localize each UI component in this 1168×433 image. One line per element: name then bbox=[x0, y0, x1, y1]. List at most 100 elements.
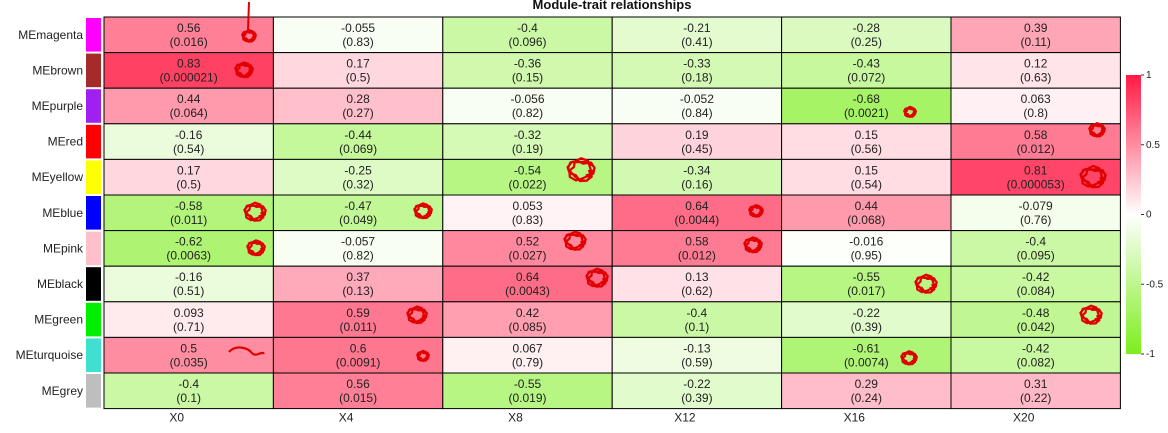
module-color-swatch bbox=[86, 267, 101, 301]
red-scribble-mark bbox=[413, 202, 433, 220]
cell-correlation-label: 0.31 bbox=[1024, 377, 1048, 391]
cell-correlation-label: -0.4 bbox=[517, 21, 538, 35]
cell-correlation-label: -0.22 bbox=[853, 306, 881, 320]
cell-pvalue-label: (0.072) bbox=[847, 71, 885, 85]
heatmap-cell bbox=[781, 265, 952, 303]
heatmap-cell bbox=[950, 230, 1121, 267]
red-scribble-mark bbox=[406, 305, 428, 325]
cell-correlation-label: 0.13 bbox=[685, 270, 709, 284]
cell-correlation-label: -0.43 bbox=[853, 57, 881, 71]
cell-correlation-label: 0.39 bbox=[1024, 21, 1048, 35]
heatmap-cell bbox=[103, 336, 274, 374]
cell-correlation-label: 0.64 bbox=[685, 199, 709, 213]
cell-correlation-label: 0.28 bbox=[346, 92, 370, 106]
heatmap-cell bbox=[781, 336, 952, 374]
cell-correlation-label: 0.5 bbox=[180, 341, 197, 355]
heatmap-cell bbox=[272, 16, 444, 54]
cell-correlation-label: 0.053 bbox=[512, 199, 542, 213]
red-scribble-mark bbox=[563, 230, 587, 251]
heatmap-cell bbox=[272, 87, 444, 125]
red-scribble-mark bbox=[914, 273, 938, 294]
red-pen-stroke bbox=[247, 1, 250, 31]
red-scribble-mark bbox=[903, 105, 917, 118]
heatmap-cell bbox=[950, 265, 1121, 303]
cell-pvalue-label: (0.068) bbox=[847, 213, 885, 227]
red-pen-stroke bbox=[228, 346, 265, 356]
row-label: MEblack bbox=[37, 277, 84, 291]
heatmap-cell bbox=[272, 52, 444, 89]
cell-pvalue-label: (0.39) bbox=[851, 320, 882, 334]
row-label: MEmagenta bbox=[18, 28, 83, 42]
cell-pvalue-label: (0.8) bbox=[1023, 106, 1048, 120]
red-scribble-mark bbox=[1088, 122, 1106, 138]
cell-correlation-label: 0.067 bbox=[512, 341, 542, 355]
module-color-swatch bbox=[86, 196, 101, 230]
cell-correlation-label: -0.61 bbox=[853, 341, 881, 355]
red-scribble-mark bbox=[1079, 164, 1107, 189]
column-label: X0 bbox=[169, 411, 184, 425]
cell-correlation-label: -0.42 bbox=[1022, 270, 1050, 284]
red-scribble-mark bbox=[234, 61, 254, 79]
cell-correlation-label: -0.58 bbox=[175, 199, 203, 213]
red-scribble-mark bbox=[241, 29, 257, 43]
cell-pvalue-label: (0.095) bbox=[1017, 249, 1055, 263]
cell-pvalue-label: (0.019) bbox=[508, 391, 546, 405]
cell-pvalue-label: (0.15) bbox=[512, 71, 543, 85]
heatmap-cell bbox=[103, 230, 274, 267]
heatmap-cell bbox=[442, 16, 613, 54]
cell-correlation-label: -0.016 bbox=[849, 235, 883, 249]
cell-correlation-label: 0.15 bbox=[855, 128, 879, 142]
cell-correlation-label: -0.36 bbox=[514, 57, 542, 71]
module-color-swatch bbox=[86, 18, 101, 52]
heatmap-cell bbox=[950, 194, 1121, 232]
column-label: X16 bbox=[844, 411, 866, 425]
legend-tick-label: 0.5 bbox=[1146, 140, 1160, 151]
cell-pvalue-label: (0.59) bbox=[681, 355, 712, 369]
legend-color-bar bbox=[1126, 75, 1141, 354]
cell-correlation-label: -0.079 bbox=[1019, 199, 1053, 213]
cell-correlation-label: -0.42 bbox=[1022, 341, 1050, 355]
cell-pvalue-label: (0.1) bbox=[176, 391, 201, 405]
cell-pvalue-label: (0.011) bbox=[170, 213, 207, 227]
cell-correlation-label: -0.47 bbox=[344, 199, 372, 213]
cell-pvalue-label: (0.41) bbox=[681, 35, 712, 49]
heatmap-cell bbox=[611, 372, 783, 410]
row-label: MEblue bbox=[42, 206, 83, 220]
red-scribble-mark bbox=[585, 267, 609, 288]
row-labels: MEmagenta MEbrown MEpurple MEred MEyellow MEb… bbox=[16, 28, 84, 398]
cell-pvalue-label: (0.0063) bbox=[166, 249, 211, 263]
heatmap-cell bbox=[611, 87, 783, 125]
heatmap-cell bbox=[950, 123, 1121, 160]
heatmap-cell bbox=[950, 372, 1121, 410]
cell-correlation-label: 0.44 bbox=[177, 92, 201, 106]
module-color-swatch bbox=[86, 53, 101, 88]
module-color-swatch bbox=[86, 231, 101, 266]
heatmap-cell bbox=[103, 301, 274, 338]
cell-correlation-label: 0.093 bbox=[174, 306, 204, 320]
cell-pvalue-label: (0.84) bbox=[681, 106, 712, 120]
legend-tick-label: -1 bbox=[1146, 349, 1155, 360]
cell-correlation-label: 0.44 bbox=[855, 199, 879, 213]
cell-correlation-label: 0.52 bbox=[516, 235, 540, 249]
cell-correlation-label: 0.29 bbox=[855, 377, 879, 391]
module-color-swatch bbox=[86, 160, 101, 194]
heatmap-cell bbox=[950, 87, 1121, 125]
row-label: MEbrown bbox=[32, 63, 83, 77]
heatmap-cell bbox=[781, 87, 952, 125]
red-scribble-mark bbox=[566, 157, 596, 183]
cell-pvalue-label: (0.1) bbox=[685, 320, 710, 334]
module-color-swatch bbox=[86, 124, 101, 159]
heatmap-cell bbox=[950, 16, 1121, 54]
module-color-swatch bbox=[86, 338, 101, 372]
cell-correlation-label: -0.44 bbox=[344, 128, 372, 142]
heatmap-cell bbox=[950, 52, 1121, 89]
cell-pvalue-label: (0.18) bbox=[681, 71, 712, 85]
cell-pvalue-label: (0.042) bbox=[1017, 320, 1055, 334]
cell-correlation-label: -0.4 bbox=[1025, 235, 1046, 249]
cell-correlation-label: 0.37 bbox=[346, 270, 370, 284]
cell-correlation-label: -0.057 bbox=[341, 235, 375, 249]
cell-correlation-label: -0.55 bbox=[514, 377, 542, 391]
row-label: MEturquoise bbox=[16, 348, 84, 362]
column-label: X12 bbox=[674, 411, 696, 425]
cell-correlation-label: 0.58 bbox=[685, 235, 709, 249]
